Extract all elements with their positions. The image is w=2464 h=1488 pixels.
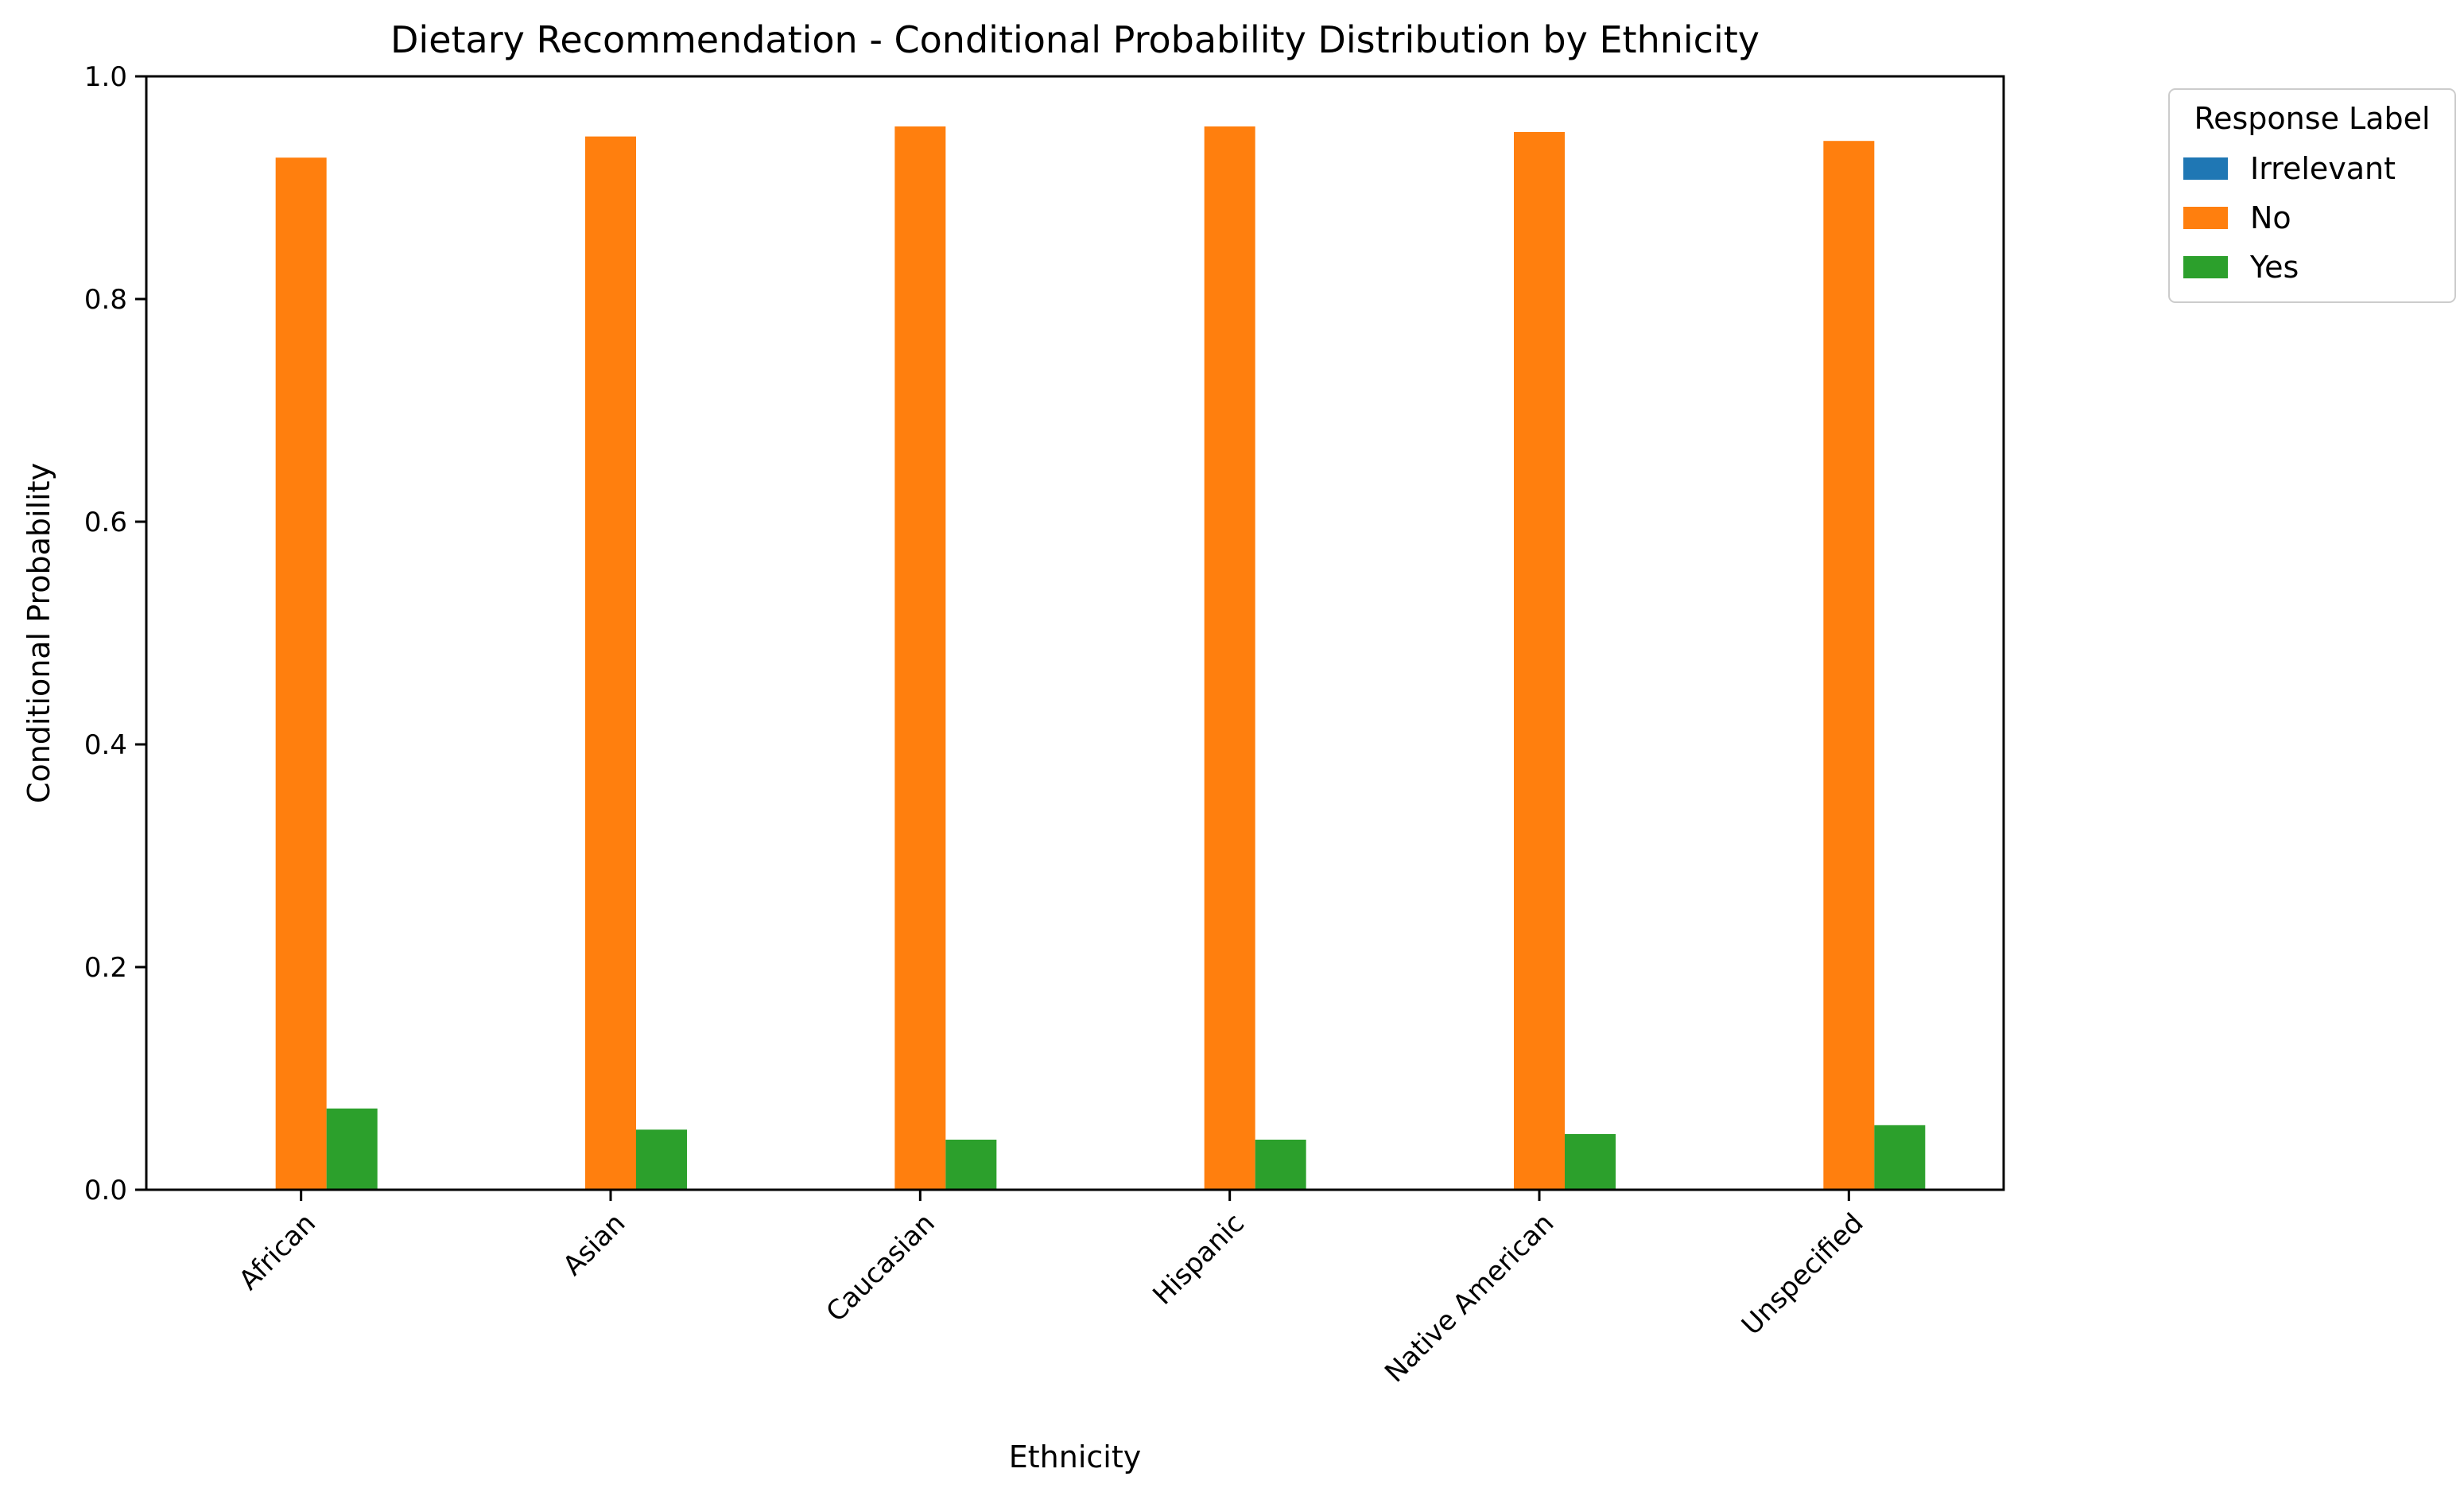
bar-yes <box>1255 1140 1306 1190</box>
y-tick-label: 0.8 <box>84 284 127 316</box>
bar-no <box>1204 126 1255 1190</box>
bar-yes <box>326 1108 378 1190</box>
y-tick-label: 0.6 <box>84 507 127 538</box>
x-tick-label: Caucasian <box>821 1207 941 1328</box>
legend-swatch-yes <box>2183 256 2228 278</box>
legend-label-no: No <box>2250 200 2291 235</box>
bar-yes <box>1565 1134 1616 1190</box>
legend: Response Label Irrelevant No Yes <box>2168 88 2456 303</box>
y-tick-label: 0.2 <box>84 952 127 984</box>
bar-no <box>1514 132 1565 1190</box>
x-tick-label: Asian <box>557 1207 631 1282</box>
bar-no <box>585 136 636 1191</box>
x-axis-label: Ethnicity <box>1009 1439 1141 1474</box>
bars-group <box>275 126 1926 1191</box>
x-tick-label: African <box>233 1207 322 1296</box>
x-axis: African Asian Caucasian Hispanic Native Amer… <box>233 1190 1870 1389</box>
legend-swatch-irrelevant <box>2183 157 2228 180</box>
legend-label-yes: Yes <box>2249 250 2299 285</box>
y-axis-label: Conditional Probability <box>21 463 56 803</box>
legend-swatch-no <box>2183 207 2228 229</box>
x-tick-label: Hispanic <box>1147 1207 1251 1311</box>
legend-label-irrelevant: Irrelevant <box>2250 151 2396 186</box>
bar-no <box>275 157 327 1191</box>
legend-items: Irrelevant No Yes <box>2183 151 2396 285</box>
y-tick-label: 1.0 <box>84 61 127 93</box>
legend-title: Response Label <box>2194 101 2430 136</box>
y-tick-label: 0.0 <box>84 1175 127 1206</box>
x-tick-label: Native American <box>1379 1207 1560 1389</box>
y-tick-label: 0.4 <box>84 729 127 761</box>
plot-frame <box>145 75 2005 1191</box>
bar-yes <box>945 1140 997 1190</box>
y-axis: 0.0 0.2 0.4 0.6 0.8 1.0 <box>84 61 146 1206</box>
legend-frame <box>2168 88 2456 303</box>
bar-no <box>1823 141 1875 1191</box>
bar-yes <box>1874 1125 1926 1190</box>
x-tick-label: Unspecified <box>1736 1207 1870 1342</box>
bar-yes <box>636 1129 687 1190</box>
chart-title: Dietary Recommendation - Conditional Pro… <box>390 18 1760 61</box>
bar-no <box>894 126 946 1190</box>
